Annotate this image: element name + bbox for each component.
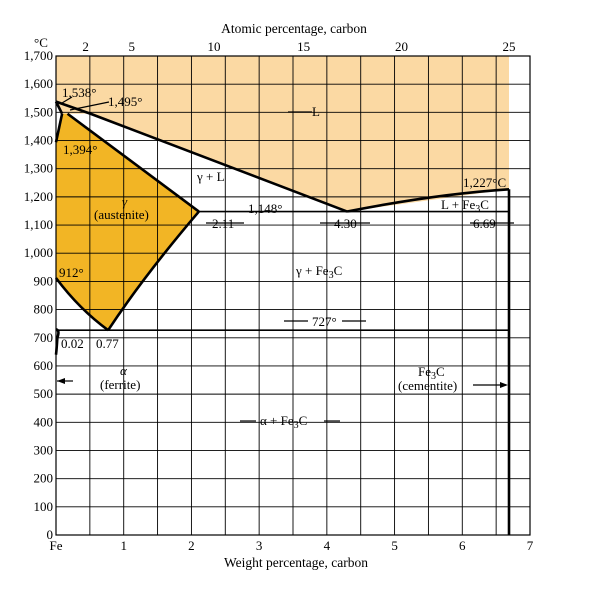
y-tick-label: 800 [34,302,54,317]
x-top-tick-label: 20 [395,39,408,54]
liquidus-line [55,100,348,213]
y-tick-label: 1,000 [24,245,53,260]
a3-line [54,277,109,332]
label-0-77: 0.77 [96,336,119,351]
y-tick-label: 1,500 [24,104,53,119]
label-1227: 1,227°C [463,175,506,190]
x-tick-label: Fe [50,538,63,553]
y-tick-label: 700 [34,330,54,345]
label-l-plus-fe3c: L + Fe3C [441,197,489,215]
y-tick-label: 1,700 [24,48,53,63]
x-tick-label: 2 [188,538,195,553]
label-727: 727° [312,314,337,329]
austenite-region [56,113,199,331]
x-top-tick-labels: 2 5 10 15 20 25 [82,39,515,54]
label-gamma: γ [122,194,128,209]
label-liquid: L [312,104,320,119]
x-top-tick-label: 2 [82,39,89,54]
acm-line [107,210,200,331]
label-6-69: 6.69 [473,216,496,231]
y-tick-label: 500 [34,386,54,401]
label-1495: 1,495° [108,94,142,109]
label-cementite: (cementite) [398,378,457,393]
x-tick-label: 4 [324,538,331,553]
y-tick-label: 1,100 [24,217,53,232]
y-tick-label: 200 [34,471,54,486]
label-1538: 1,538° [62,85,96,100]
x-top-tick-label: 5 [129,39,136,54]
label-1394: 1,394° [63,142,97,157]
leader-lines [57,96,514,422]
liquid-region [56,56,510,212]
y-tick-label: 1,200 [24,189,53,204]
y-tick-label: 1,300 [24,161,53,176]
x-top-title: Atomic percentage, carbon [221,21,367,36]
label-fe3c: Fe3C [418,364,445,382]
y-tick-label: 400 [34,414,54,429]
label-alpha: α [120,363,128,378]
delta-boundary [54,113,64,143]
label-0-02: 0.02 [61,336,84,351]
x-tick-label: 7 [527,538,534,553]
label-alpha-plus-fe3c: α + Fe3C [260,413,307,431]
x-bottom-title: Weight percentage, carbon [224,555,368,570]
y-unit-label: °C [34,35,48,50]
label-2-11: 2.11 [212,216,234,231]
label-1148: 1,148° [248,201,282,216]
label-gamma-plus-l: γ + L [196,169,225,184]
y-tick-label: 300 [34,442,54,457]
delta-top [54,101,64,115]
solidus-line [66,112,200,213]
phase-boundaries [54,55,531,536]
x-tick-label: 6 [459,538,466,553]
x-top-tick-label: 25 [502,39,515,54]
y-tick-label: 1,600 [24,76,53,91]
label-gamma-plus-fe3c: γ + Fe3C [295,263,342,281]
y-tick-label: 900 [34,273,54,288]
label-austenite: (austenite) [94,207,149,222]
liquidus-cementite [346,187,510,213]
label-ferrite: (ferrite) [100,377,140,392]
x-tick-label: 1 [120,538,127,553]
label-4-30: 4.30 [334,216,357,231]
plot-frame [55,55,531,536]
y-tick-label: 1,400 [24,133,53,148]
x-tick-label: 5 [391,538,398,553]
x-top-tick-label: 10 [208,39,221,54]
y-tick-label: 600 [34,358,54,373]
y-tick-label: 100 [34,499,54,514]
x-bottom-tick-labels: Fe 1 2 3 4 5 6 7 [50,538,534,553]
x-tick-label: 3 [256,538,263,553]
x-top-tick-label: 15 [297,39,310,54]
label-912: 912° [59,265,84,280]
y-tick-labels: 0 100 200 300 400 500 600 700 800 900 1,000 1,100 1,… [24,48,53,542]
y-tick-label: 0 [47,527,54,542]
